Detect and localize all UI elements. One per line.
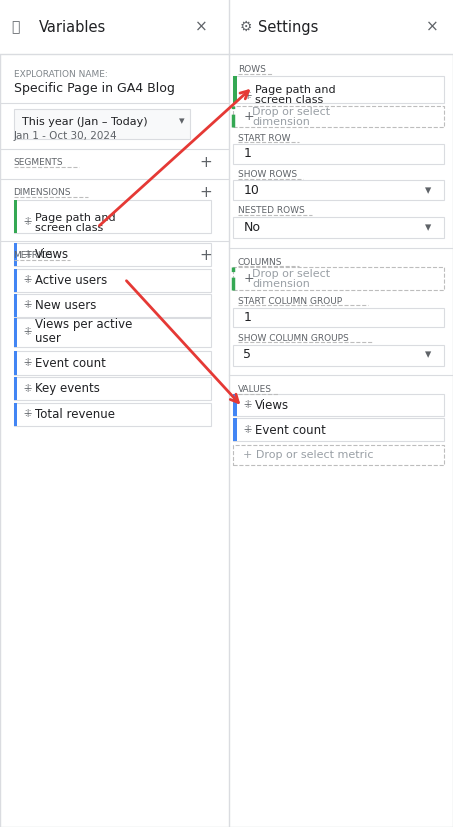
Text: ▾: ▾ <box>179 117 184 127</box>
Bar <box>14 200 17 233</box>
Bar <box>233 418 444 441</box>
Text: +: + <box>200 248 212 263</box>
Bar <box>233 76 444 103</box>
Text: + Drop or select metric: + Drop or select metric <box>243 450 374 460</box>
Bar <box>14 269 17 292</box>
Text: ▾: ▾ <box>425 221 431 234</box>
Text: ▾: ▾ <box>425 348 431 361</box>
Text: ⁜: ⁜ <box>24 275 32 285</box>
Text: screen class: screen class <box>35 223 104 233</box>
Bar <box>233 418 237 441</box>
Text: dimension: dimension <box>252 117 310 127</box>
Text: EXPLORATION NAME:: EXPLORATION NAME: <box>14 70 107 79</box>
Text: user: user <box>35 332 61 345</box>
Bar <box>14 200 211 233</box>
Bar <box>233 394 444 416</box>
Bar <box>14 269 211 292</box>
Text: screen class: screen class <box>255 95 323 105</box>
Text: Event count: Event count <box>35 356 106 370</box>
Text: Variables: Variables <box>39 20 106 35</box>
Text: Views: Views <box>35 248 69 261</box>
Text: Key events: Key events <box>35 382 100 395</box>
Text: COLUMNS: COLUMNS <box>238 258 282 266</box>
Text: ⁜: ⁜ <box>243 425 251 435</box>
Bar <box>14 294 211 317</box>
Text: ×: × <box>426 20 439 35</box>
Text: DIMENSIONS: DIMENSIONS <box>14 189 71 197</box>
Text: ⁜: ⁜ <box>24 300 32 310</box>
Bar <box>233 394 237 416</box>
Text: No: No <box>243 221 260 234</box>
Bar <box>14 403 17 426</box>
Text: +: + <box>243 110 254 123</box>
Text: SHOW ROWS: SHOW ROWS <box>238 170 297 179</box>
Bar <box>14 243 211 266</box>
Text: ⁜: ⁜ <box>24 250 32 260</box>
Bar <box>14 377 17 400</box>
Text: ROWS: ROWS <box>238 65 266 74</box>
Text: START ROW: START ROW <box>238 134 290 142</box>
Text: dimension: dimension <box>252 279 310 289</box>
Text: Event count: Event count <box>255 423 326 437</box>
Text: Active users: Active users <box>35 274 107 287</box>
Text: ⁜: ⁜ <box>24 409 32 419</box>
Text: Specific Page in GA4 Blog: Specific Page in GA4 Blog <box>14 82 174 95</box>
Bar <box>233 180 444 200</box>
Bar <box>233 267 444 290</box>
Bar <box>233 345 444 366</box>
Text: Drop or select: Drop or select <box>252 269 330 279</box>
Bar <box>14 318 17 347</box>
Text: Drop or select: Drop or select <box>252 107 330 117</box>
Text: 1: 1 <box>243 311 251 324</box>
Text: Views: Views <box>255 399 289 412</box>
Bar <box>233 217 444 238</box>
Bar <box>233 144 444 164</box>
Bar <box>14 318 211 347</box>
Text: 1: 1 <box>243 147 251 160</box>
Text: START COLUMN GROUP: START COLUMN GROUP <box>238 297 342 305</box>
Bar <box>14 351 211 375</box>
Bar <box>0 0 229 54</box>
Text: New users: New users <box>35 299 96 312</box>
Text: ⁜: ⁜ <box>243 91 251 101</box>
Text: ⁜: ⁜ <box>24 384 32 394</box>
Bar <box>14 294 17 317</box>
Text: This year (Jan – Today): This year (Jan – Today) <box>22 117 147 127</box>
Bar <box>14 377 211 400</box>
Text: Jan 1 - Oct 30, 2024: Jan 1 - Oct 30, 2024 <box>14 131 117 141</box>
Text: ×: × <box>195 20 208 35</box>
Bar <box>233 308 444 327</box>
Text: ⧉: ⧉ <box>11 21 19 34</box>
Text: +: + <box>200 185 212 200</box>
Text: Views per active: Views per active <box>35 318 133 331</box>
Text: VALUES: VALUES <box>238 385 272 394</box>
Text: SHOW COLUMN GROUPS: SHOW COLUMN GROUPS <box>238 334 348 342</box>
Text: Page path and: Page path and <box>35 213 116 223</box>
Text: Settings: Settings <box>258 20 318 35</box>
Text: Page path and: Page path and <box>255 85 336 95</box>
Text: ▾: ▾ <box>425 184 431 197</box>
Text: ⁜: ⁜ <box>24 327 32 337</box>
Text: METRICS: METRICS <box>14 251 53 260</box>
Text: ⚙: ⚙ <box>240 21 253 34</box>
Bar <box>233 76 237 103</box>
Bar <box>14 351 17 375</box>
Bar <box>233 445 444 465</box>
Bar <box>229 0 453 54</box>
Bar <box>233 106 444 127</box>
Text: +: + <box>243 272 254 285</box>
Text: ⁜: ⁜ <box>24 218 32 227</box>
Text: SEGMENTS: SEGMENTS <box>14 159 63 167</box>
Text: 5: 5 <box>243 348 251 361</box>
Text: Total revenue: Total revenue <box>35 408 116 421</box>
Text: 10: 10 <box>243 184 259 197</box>
Text: ⁜: ⁜ <box>24 358 32 368</box>
Text: +: + <box>200 155 212 170</box>
Text: NESTED ROWS: NESTED ROWS <box>238 207 304 215</box>
Bar <box>14 109 190 139</box>
Bar <box>14 403 211 426</box>
Text: ⁜: ⁜ <box>243 400 251 410</box>
Bar <box>14 243 17 266</box>
